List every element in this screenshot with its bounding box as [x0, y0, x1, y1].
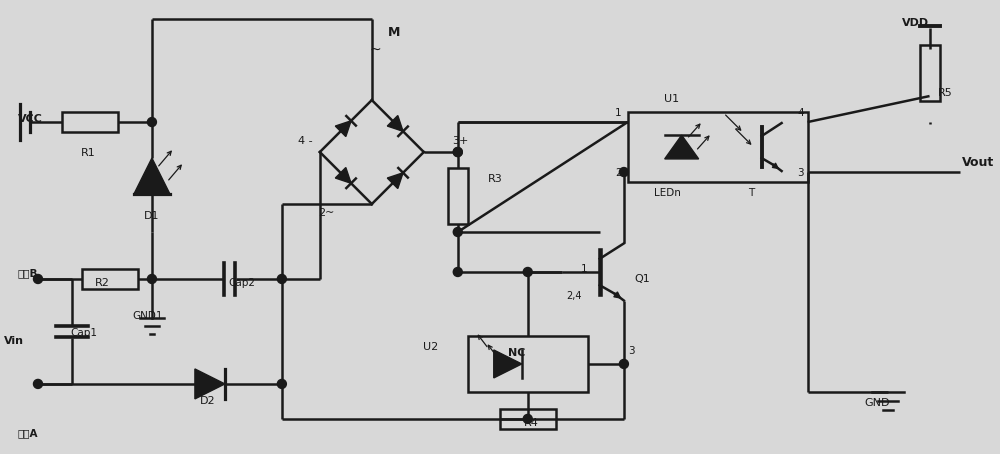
Bar — [82, 269, 138, 289]
Text: Cap2: Cap2 — [228, 278, 255, 288]
Text: GND1: GND1 — [133, 311, 163, 321]
Text: 输入B: 输入B — [18, 268, 38, 278]
Circle shape — [147, 118, 156, 127]
Text: U1: U1 — [664, 94, 679, 104]
Text: R3: R3 — [488, 174, 503, 184]
Circle shape — [33, 380, 42, 389]
Polygon shape — [335, 121, 351, 137]
Circle shape — [453, 267, 462, 276]
Text: D2: D2 — [200, 396, 216, 406]
Text: ~: ~ — [370, 43, 381, 57]
Bar — [920, 44, 940, 101]
Text: 2: 2 — [615, 168, 622, 178]
Text: 2~: 2~ — [318, 208, 334, 218]
Text: 1: 1 — [581, 264, 588, 274]
Polygon shape — [195, 369, 225, 399]
Circle shape — [619, 360, 628, 369]
Circle shape — [453, 148, 462, 157]
Text: 3: 3 — [798, 168, 804, 178]
Text: T: T — [749, 188, 755, 198]
Text: U2: U2 — [423, 342, 438, 352]
Text: M: M — [388, 26, 400, 39]
Bar — [468, 336, 588, 392]
Text: R4: R4 — [524, 418, 539, 428]
Circle shape — [277, 380, 286, 389]
Text: 4: 4 — [798, 108, 804, 118]
Text: VDD: VDD — [902, 18, 929, 28]
Circle shape — [33, 275, 42, 283]
Polygon shape — [387, 115, 403, 131]
Bar — [448, 168, 468, 224]
Bar — [628, 112, 808, 182]
Text: 3+: 3+ — [452, 136, 468, 146]
Circle shape — [523, 267, 532, 276]
Polygon shape — [665, 135, 699, 159]
Text: R1: R1 — [81, 148, 95, 158]
Text: 3: 3 — [628, 346, 635, 356]
Text: GND: GND — [865, 398, 890, 408]
Text: R2: R2 — [95, 278, 109, 288]
Circle shape — [147, 275, 156, 283]
Text: Vout: Vout — [962, 156, 994, 169]
Circle shape — [453, 227, 462, 237]
Circle shape — [523, 415, 532, 424]
Circle shape — [453, 148, 462, 157]
Polygon shape — [335, 168, 351, 183]
Text: Cap1: Cap1 — [70, 328, 97, 338]
Polygon shape — [494, 350, 522, 378]
Text: 2,4: 2,4 — [566, 291, 582, 301]
Text: NC: NC — [508, 348, 525, 358]
Polygon shape — [134, 158, 170, 194]
Text: R5: R5 — [938, 88, 952, 98]
Bar — [500, 409, 556, 429]
Circle shape — [277, 275, 286, 283]
Bar — [62, 112, 118, 132]
Text: VCC: VCC — [18, 114, 43, 124]
Polygon shape — [387, 173, 403, 188]
Circle shape — [619, 168, 628, 177]
Text: LEDn: LEDn — [654, 188, 681, 198]
Text: Vin: Vin — [4, 336, 24, 346]
Text: Q1: Q1 — [635, 274, 650, 284]
Text: 4 -: 4 - — [298, 136, 312, 146]
Text: 输入A: 输入A — [18, 428, 38, 438]
Text: D1: D1 — [144, 211, 160, 221]
Text: 1: 1 — [615, 108, 622, 118]
